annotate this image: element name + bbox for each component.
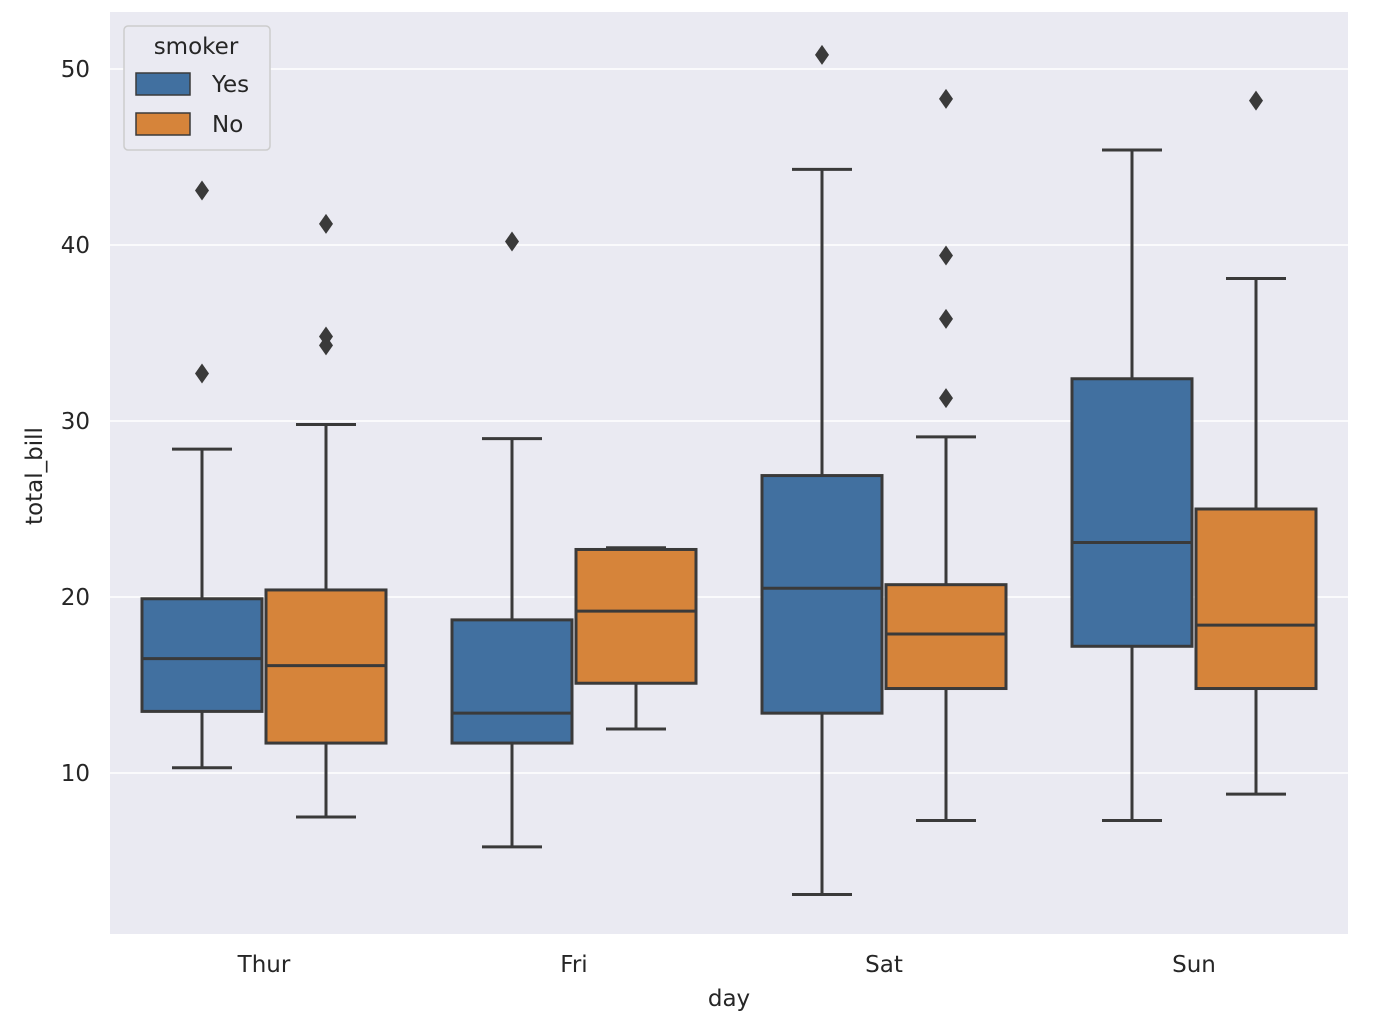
box-no-thur [264,423,388,819]
x-tick-label: Sun [1172,952,1216,978]
outlier-point [319,326,333,347]
box-no-sun [1194,276,1318,796]
y-axis-label: total_bill [22,427,48,525]
box-yes-sat [760,167,884,896]
outlier-point [319,213,333,234]
x-tick-label: Thur [237,952,291,978]
box-body [1194,507,1318,691]
x-tick-labels: Thur Fri Sat Sun [237,952,1216,978]
box-body [140,597,264,713]
outlier-point [815,44,829,65]
x-axis-label: day [708,986,750,1012]
legend-swatch-yes [135,72,191,96]
box-body [450,618,574,745]
legend-title: smoker [154,34,239,60]
y-tick-label: 20 [61,585,90,611]
outlier-point [195,180,209,201]
legend-label-yes: Yes [211,72,249,98]
outlier-point [505,231,519,252]
outlier-point [939,388,953,409]
box-yes-thur [140,447,264,770]
outlier-point [195,363,209,384]
box-body [884,583,1008,691]
y-tick-label: 50 [61,57,90,83]
box-body [574,547,698,685]
legend-swatch-no [135,112,191,136]
outlier-layer [195,44,1263,409]
box-no-sat [884,435,1008,823]
legend-label-no: No [212,112,243,138]
x-tick-label: Sat [865,952,903,978]
y-tick-label: 30 [61,409,90,435]
box-no-fri [574,546,698,731]
outlier-point [939,88,953,109]
x-tick-label: Fri [560,952,587,978]
box-layer [140,148,1318,896]
box-body [1070,377,1194,648]
outlier-point [939,308,953,329]
box-yes-fri [450,437,574,849]
box-body [760,474,884,715]
outlier-point [939,245,953,266]
y-tick-label: 10 [61,761,90,787]
box-yes-sun [1070,148,1194,823]
legend: smoker Yes No [123,25,271,151]
y-tick-label: 40 [61,233,90,259]
outlier-point [1249,90,1263,111]
y-tick-labels: 10 20 30 40 50 [61,57,90,787]
